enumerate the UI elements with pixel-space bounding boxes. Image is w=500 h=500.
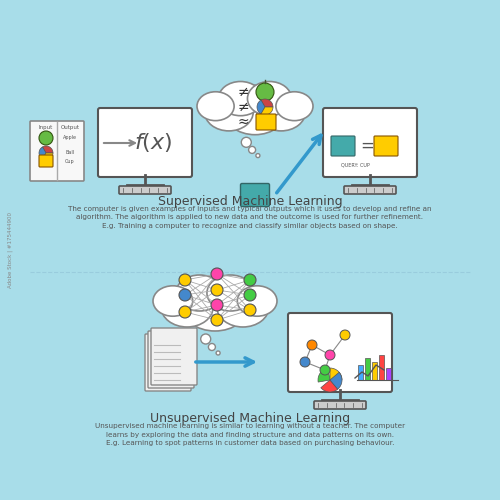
Text: QUERY: CUP: QUERY: CUP	[340, 162, 370, 168]
Ellipse shape	[153, 286, 192, 316]
FancyBboxPatch shape	[374, 136, 398, 156]
Ellipse shape	[248, 82, 292, 116]
Text: Unsupervised machine learning is similar to learning without a teacher. The comp: Unsupervised machine learning is similar…	[95, 423, 405, 446]
Circle shape	[200, 334, 210, 344]
FancyBboxPatch shape	[151, 328, 197, 385]
Circle shape	[340, 330, 350, 340]
Text: Ball: Ball	[66, 150, 74, 156]
Text: ≠: ≠	[237, 100, 249, 114]
Circle shape	[216, 351, 220, 355]
FancyBboxPatch shape	[256, 114, 276, 130]
Circle shape	[256, 154, 260, 158]
Ellipse shape	[207, 275, 254, 311]
Circle shape	[256, 83, 274, 101]
FancyBboxPatch shape	[331, 136, 355, 156]
Text: The computer is given examples of inputs and typical outputs which it uses to de: The computer is given examples of inputs…	[68, 206, 432, 229]
Ellipse shape	[161, 287, 213, 327]
FancyBboxPatch shape	[145, 334, 191, 391]
Circle shape	[179, 289, 191, 301]
FancyBboxPatch shape	[358, 365, 363, 380]
Wedge shape	[261, 99, 273, 107]
Circle shape	[244, 289, 256, 301]
Circle shape	[242, 138, 252, 147]
Ellipse shape	[181, 279, 249, 331]
Wedge shape	[42, 146, 53, 153]
Circle shape	[39, 131, 53, 145]
FancyBboxPatch shape	[148, 331, 194, 388]
Wedge shape	[257, 100, 265, 114]
Ellipse shape	[223, 86, 287, 134]
Circle shape	[244, 304, 256, 316]
Circle shape	[320, 365, 330, 375]
Text: $f(x)$: $f(x)$	[134, 132, 172, 154]
Text: Adobe Stock | #175444900: Adobe Stock | #175444900	[7, 212, 13, 288]
FancyBboxPatch shape	[386, 368, 391, 380]
Ellipse shape	[256, 93, 306, 131]
Circle shape	[211, 314, 223, 326]
Circle shape	[179, 306, 191, 318]
Circle shape	[211, 284, 223, 296]
Text: Cup: Cup	[65, 158, 75, 164]
Ellipse shape	[197, 92, 234, 120]
FancyBboxPatch shape	[98, 108, 192, 177]
Ellipse shape	[204, 93, 254, 131]
Wedge shape	[321, 380, 338, 392]
Wedge shape	[39, 147, 46, 159]
Ellipse shape	[176, 275, 223, 311]
Circle shape	[248, 146, 256, 154]
FancyBboxPatch shape	[323, 108, 417, 177]
Circle shape	[179, 274, 191, 286]
FancyBboxPatch shape	[240, 184, 270, 206]
Ellipse shape	[238, 286, 277, 316]
Ellipse shape	[217, 287, 269, 327]
Wedge shape	[330, 368, 342, 380]
Circle shape	[307, 340, 317, 350]
FancyBboxPatch shape	[365, 358, 370, 380]
Ellipse shape	[276, 92, 313, 120]
Text: ≈: ≈	[237, 115, 249, 129]
Circle shape	[208, 344, 216, 350]
Circle shape	[325, 350, 335, 360]
Circle shape	[211, 299, 223, 311]
Wedge shape	[42, 153, 53, 160]
Wedge shape	[318, 368, 330, 382]
Text: ≠: ≠	[237, 85, 249, 99]
Circle shape	[211, 268, 223, 280]
Text: =: =	[360, 137, 374, 155]
FancyBboxPatch shape	[39, 155, 53, 167]
FancyBboxPatch shape	[372, 362, 377, 380]
Text: Output: Output	[60, 126, 80, 130]
FancyBboxPatch shape	[288, 313, 392, 392]
FancyBboxPatch shape	[119, 186, 171, 194]
Circle shape	[300, 357, 310, 367]
Text: Apple: Apple	[63, 136, 77, 140]
Text: Input: Input	[39, 126, 53, 130]
Circle shape	[244, 274, 256, 286]
FancyBboxPatch shape	[30, 121, 84, 181]
Wedge shape	[330, 372, 342, 389]
Wedge shape	[261, 107, 273, 115]
FancyBboxPatch shape	[314, 401, 366, 409]
Text: Unsupervised Machine Learning: Unsupervised Machine Learning	[150, 412, 350, 425]
FancyBboxPatch shape	[344, 186, 396, 194]
FancyBboxPatch shape	[379, 355, 384, 380]
Ellipse shape	[218, 82, 262, 116]
Text: Supervised Machine Learning: Supervised Machine Learning	[158, 195, 342, 208]
